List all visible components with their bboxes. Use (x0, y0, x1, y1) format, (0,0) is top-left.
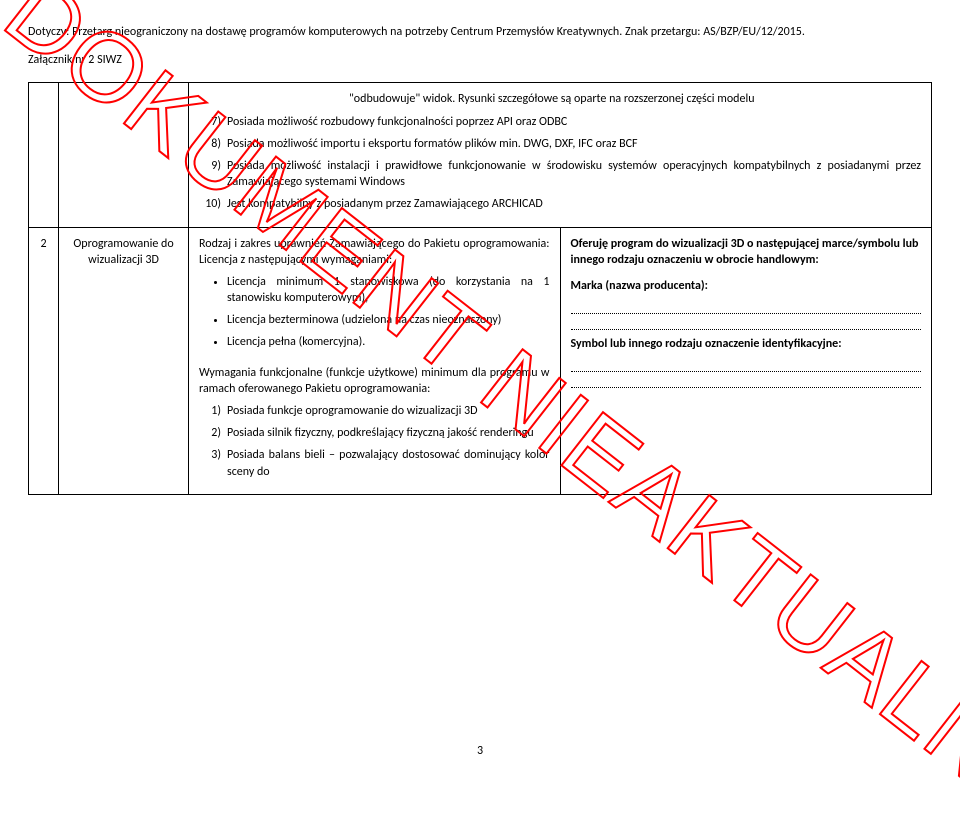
offer-p2: Marka (nazwa producenta): (571, 278, 922, 294)
intro-text: "odbudowuje" widok. Rysunki szczegółowe … (199, 91, 921, 107)
list-item: 8)Posiada możliwość importu i eksportu f… (199, 136, 921, 152)
cell-name-empty (59, 83, 189, 227)
list-item: 1)Posiada funkcje oprogramowanie do wizu… (199, 403, 550, 419)
cell-name-2: Oprogramowanie do wizualizacji 3D (59, 227, 189, 494)
list-item: 10)Jest kompatybilny z posiadanym przez … (199, 196, 921, 212)
spec-list-1: 7)Posiada możliwość rozbudowy funkcjonal… (199, 114, 921, 213)
table-row: "odbudowuje" widok. Rysunki szczegółowe … (29, 83, 932, 227)
list-item: Licencja bezterminowa (udzielona na czas… (227, 312, 550, 328)
header-line: Dotyczy: Przetarg nieograniczony na dost… (28, 24, 932, 40)
cell-num-2: 2 (29, 227, 59, 494)
list-item: Licencja pełna (komercyjna). (227, 334, 550, 350)
attachment-line: Załącznik nr 2 SIWZ (28, 52, 932, 68)
offer-p1: Oferuję program do wizualizacji 3D o nas… (571, 236, 922, 268)
bullet-list: Licencja minimum 1 stanowiskowa (do korz… (199, 274, 550, 351)
dotted-line (571, 304, 922, 314)
req-list: 1)Posiada funkcje oprogramowanie do wizu… (199, 403, 550, 480)
page-number: 3 (0, 743, 960, 759)
cell-spec-2: Rodzaj i zakres uprawnień Zamawiającego … (189, 227, 561, 494)
table-row: 2 Oprogramowanie do wizualizacji 3D Rodz… (29, 227, 932, 494)
dotted-line (571, 378, 922, 388)
cell-num-empty (29, 83, 59, 227)
list-item: 3)Posiada balans bieli – pozwalający dos… (199, 447, 550, 479)
spec-intro: Rodzaj i zakres uprawnień Zamawiającego … (199, 236, 550, 268)
list-item: 2)Posiada silnik fizyczny, podkreślający… (199, 425, 550, 441)
dotted-line (571, 362, 922, 372)
dotted-line (571, 320, 922, 330)
cell-spec-1: "odbudowuje" widok. Rysunki szczegółowe … (189, 83, 932, 227)
list-item: 7)Posiada możliwość rozbudowy funkcjonal… (199, 114, 921, 130)
spec-table: "odbudowuje" widok. Rysunki szczegółowe … (28, 82, 932, 494)
offer-p3: Symbol lub innego rodzaju oznaczenie ide… (571, 336, 922, 352)
cell-offer-2: Oferuję program do wizualizacji 3D o nas… (560, 227, 932, 494)
list-item: 9)Posiada możliwość instalacji i prawidł… (199, 158, 921, 190)
req-intro: Wymagania funkcjonalne (funkcje użytkowe… (199, 365, 550, 397)
list-item: Licencja minimum 1 stanowiskowa (do korz… (227, 274, 550, 306)
